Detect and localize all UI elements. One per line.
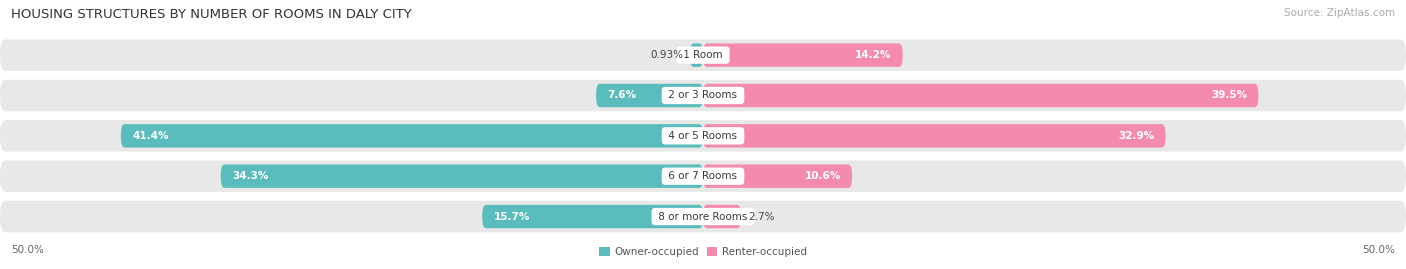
FancyBboxPatch shape <box>0 80 1406 111</box>
Text: Source: ZipAtlas.com: Source: ZipAtlas.com <box>1284 8 1395 18</box>
FancyBboxPatch shape <box>703 84 1258 107</box>
FancyBboxPatch shape <box>482 205 703 228</box>
Text: 32.9%: 32.9% <box>1118 131 1154 141</box>
FancyBboxPatch shape <box>703 43 903 67</box>
Text: 8 or more Rooms: 8 or more Rooms <box>655 211 751 222</box>
Legend: Owner-occupied, Renter-occupied: Owner-occupied, Renter-occupied <box>595 243 811 261</box>
Text: 6 or 7 Rooms: 6 or 7 Rooms <box>665 171 741 181</box>
Text: 41.4%: 41.4% <box>132 131 169 141</box>
FancyBboxPatch shape <box>703 164 852 188</box>
FancyBboxPatch shape <box>703 205 741 228</box>
FancyBboxPatch shape <box>0 40 1406 71</box>
Text: 50.0%: 50.0% <box>11 245 44 255</box>
Text: 0.93%: 0.93% <box>650 50 683 60</box>
FancyBboxPatch shape <box>703 124 1166 147</box>
FancyBboxPatch shape <box>221 164 703 188</box>
Text: 34.3%: 34.3% <box>232 171 269 181</box>
Text: HOUSING STRUCTURES BY NUMBER OF ROOMS IN DALY CITY: HOUSING STRUCTURES BY NUMBER OF ROOMS IN… <box>11 8 412 21</box>
Text: 7.6%: 7.6% <box>607 90 637 101</box>
Text: 39.5%: 39.5% <box>1211 90 1247 101</box>
Text: 50.0%: 50.0% <box>1362 245 1395 255</box>
Text: 14.2%: 14.2% <box>855 50 891 60</box>
FancyBboxPatch shape <box>690 43 703 67</box>
Text: 15.7%: 15.7% <box>494 211 530 222</box>
Text: 4 or 5 Rooms: 4 or 5 Rooms <box>665 131 741 141</box>
Text: 2.7%: 2.7% <box>748 211 775 222</box>
FancyBboxPatch shape <box>0 120 1406 152</box>
Text: 1 Room: 1 Room <box>681 50 725 60</box>
FancyBboxPatch shape <box>121 124 703 147</box>
Text: 2 or 3 Rooms: 2 or 3 Rooms <box>665 90 741 101</box>
FancyBboxPatch shape <box>0 160 1406 192</box>
Text: 10.6%: 10.6% <box>804 171 841 181</box>
FancyBboxPatch shape <box>596 84 703 107</box>
FancyBboxPatch shape <box>0 201 1406 232</box>
